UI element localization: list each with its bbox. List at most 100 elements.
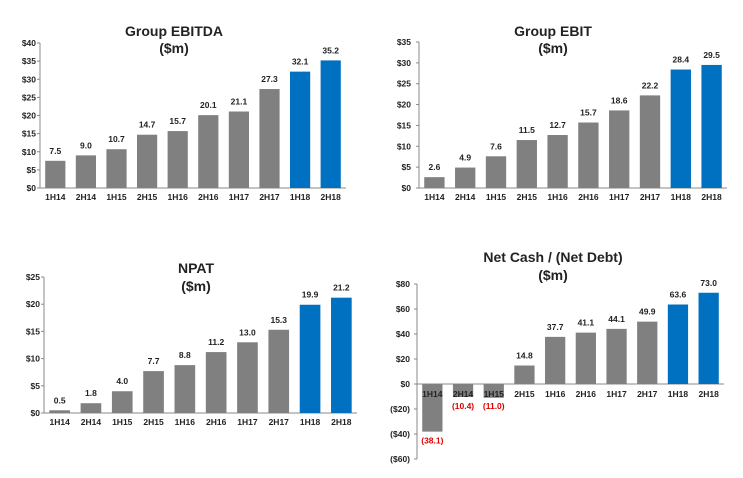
data-label: 8.8 bbox=[179, 350, 191, 360]
bar-2h14 bbox=[75, 155, 96, 188]
y-tick-label: $15 bbox=[26, 326, 40, 336]
y-tick-label: $20 bbox=[26, 299, 40, 309]
x-tick-label: 1H15 bbox=[486, 192, 507, 202]
data-label: 35.2 bbox=[322, 45, 339, 55]
x-tick-label: 2H18 bbox=[321, 192, 342, 202]
y-tick-label: ($20) bbox=[390, 404, 410, 414]
data-label: 73.0 bbox=[700, 278, 717, 288]
data-label: (11.0) bbox=[483, 401, 505, 411]
y-tick-label: $0 bbox=[401, 379, 411, 389]
x-tick-label: 2H17 bbox=[637, 389, 658, 399]
data-label: 2.6 bbox=[428, 162, 440, 172]
x-tick-label: 1H17 bbox=[237, 417, 258, 427]
bar-1h18 bbox=[290, 71, 311, 188]
bar-1h14 bbox=[45, 160, 66, 188]
x-tick-label: 1H16 bbox=[168, 192, 189, 202]
data-label: 14.7 bbox=[139, 120, 156, 130]
data-label: 13.0 bbox=[239, 327, 256, 337]
bar-1h17 bbox=[606, 328, 627, 384]
data-label: 63.6 bbox=[670, 290, 687, 300]
x-tick-label: 1H18 bbox=[668, 389, 689, 399]
data-label: 21.1 bbox=[231, 97, 248, 107]
y-tick-label: $5 bbox=[31, 381, 41, 391]
x-tick-label: 2H17 bbox=[640, 192, 661, 202]
bar-2h18 bbox=[698, 292, 719, 384]
y-tick-label: $25 bbox=[22, 92, 36, 102]
y-tick-label: $30 bbox=[397, 58, 411, 68]
y-tick-label: ($60) bbox=[390, 454, 410, 464]
data-label: 15.3 bbox=[270, 315, 287, 325]
y-tick-label: $40 bbox=[396, 329, 410, 339]
data-label: 7.5 bbox=[49, 146, 61, 156]
bar-2h14 bbox=[452, 384, 474, 397]
chart-group-ebitda: Group EBITDA ($m) $0 $5 $10 $15 $20 $25 $30 $35… bbox=[22, 23, 346, 202]
bar-1h17 bbox=[609, 110, 630, 188]
bar-2h18 bbox=[701, 64, 722, 188]
x-tick-label: 2H16 bbox=[206, 417, 227, 427]
bar-2h15 bbox=[143, 371, 164, 413]
bar-1h15 bbox=[483, 384, 504, 398]
bar-1h16 bbox=[174, 365, 196, 413]
x-tick-label: 2H18 bbox=[701, 192, 722, 202]
x-tick-label: 1H16 bbox=[545, 389, 566, 399]
data-label: 41.1 bbox=[578, 318, 595, 328]
y-tick-label: $0 bbox=[27, 183, 37, 193]
data-label: 32.1 bbox=[292, 57, 309, 67]
data-label: 15.7 bbox=[169, 116, 186, 126]
data-label: 21.2 bbox=[333, 283, 350, 293]
bar-1h16 bbox=[167, 131, 188, 188]
y-tick-label: $0 bbox=[31, 408, 41, 418]
data-label: 7.6 bbox=[490, 141, 502, 151]
x-tick-label: 1H14 bbox=[45, 192, 66, 202]
y-tick-label: $10 bbox=[397, 141, 411, 151]
data-label: 4.0 bbox=[116, 376, 128, 386]
chart-subtitle: ($m) bbox=[159, 40, 189, 56]
chart-subtitle: ($m) bbox=[538, 40, 568, 56]
data-label: 1.8 bbox=[85, 388, 97, 398]
y-tick-label: $15 bbox=[397, 120, 411, 130]
x-tick-label: 2H15 bbox=[517, 192, 538, 202]
bar-1h16 bbox=[547, 135, 568, 188]
x-tick-label: 2H16 bbox=[576, 389, 597, 399]
y-tick-label: $10 bbox=[22, 147, 36, 157]
bar-1h18 bbox=[670, 69, 691, 188]
y-tick-label: $0 bbox=[402, 183, 412, 193]
data-label: 11.2 bbox=[208, 337, 224, 347]
bar-2h18 bbox=[320, 60, 341, 188]
chart-title: Group EBIT bbox=[514, 23, 592, 39]
x-tick-label: 1H15 bbox=[112, 417, 133, 427]
data-label: (38.1) bbox=[421, 436, 443, 446]
chart-title: Net Cash / (Net Debt) bbox=[483, 249, 622, 265]
data-label: 7.7 bbox=[148, 356, 160, 366]
chart-title: NPAT bbox=[178, 260, 214, 276]
x-tick-label: 1H18 bbox=[290, 192, 311, 202]
bar-1h17 bbox=[228, 111, 249, 188]
data-label: 12.7 bbox=[549, 120, 566, 130]
x-tick-label: 1H15 bbox=[484, 389, 505, 399]
data-label: 10.7 bbox=[108, 134, 125, 144]
data-label: 29.5 bbox=[703, 50, 720, 60]
x-tick-label: 2H14 bbox=[76, 192, 97, 202]
bar-2h16 bbox=[205, 352, 227, 413]
x-tick-label: 2H15 bbox=[514, 389, 535, 399]
bar-2h14 bbox=[80, 403, 102, 413]
x-tick-label: 1H14 bbox=[49, 417, 70, 427]
data-label: 18.6 bbox=[611, 95, 628, 105]
x-tick-label: 2H17 bbox=[269, 417, 290, 427]
x-tick-label: 2H15 bbox=[137, 192, 158, 202]
x-tick-label: 2H14 bbox=[455, 192, 476, 202]
y-tick-label: $40 bbox=[22, 38, 36, 48]
y-tick-label: $5 bbox=[402, 162, 412, 172]
data-label: 9.0 bbox=[80, 140, 92, 150]
x-tick-label: 1H17 bbox=[609, 192, 630, 202]
y-tick-label: $60 bbox=[396, 304, 410, 314]
x-tick-label: 1H14 bbox=[422, 389, 443, 399]
data-label: (10.4) bbox=[452, 401, 474, 411]
chart-subtitle: ($m) bbox=[181, 278, 211, 294]
data-label: 44.1 bbox=[608, 314, 625, 324]
y-tick-label: ($40) bbox=[390, 429, 410, 439]
bar-1h15 bbox=[485, 156, 507, 188]
data-label: 20.1 bbox=[200, 100, 217, 110]
x-tick-label: 2H14 bbox=[453, 389, 474, 399]
data-label: 28.4 bbox=[673, 55, 690, 65]
